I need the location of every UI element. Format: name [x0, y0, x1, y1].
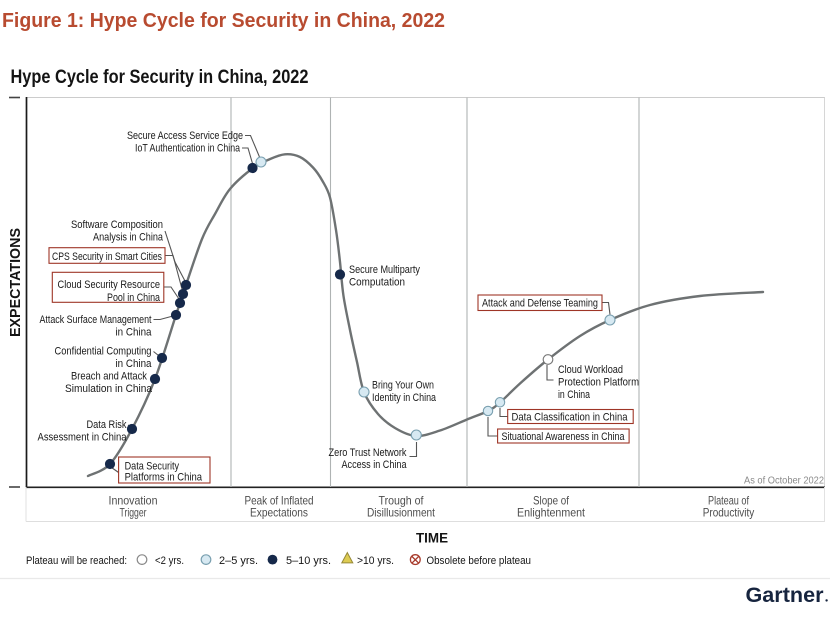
svg-text:Data Classification in China: Data Classification in China [512, 412, 628, 424]
svg-text:TIME: TIME [416, 531, 448, 546]
svg-text:Zero Trust Network: Zero Trust Network [329, 447, 408, 459]
svg-text:in China: in China [558, 389, 590, 401]
svg-text:Secure Multiparty: Secure Multiparty [349, 264, 421, 276]
svg-text:<2 yrs.: <2 yrs. [155, 555, 184, 567]
svg-text:Pool in China: Pool in China [107, 292, 160, 304]
svg-text:Data Security: Data Security [125, 461, 180, 473]
svg-text:in China: in China [116, 327, 152, 339]
svg-text:Bring Your Own: Bring Your Own [372, 380, 434, 392]
svg-text:Assessment in China: Assessment in China [38, 432, 127, 444]
svg-text:Slope of: Slope of [533, 494, 570, 508]
svg-text:Identity in China: Identity in China [372, 392, 436, 404]
svg-text:Enlightenment: Enlightenment [517, 506, 586, 520]
svg-text:Secure Access Service Edge: Secure Access Service Edge [127, 130, 243, 142]
svg-text:EXPECTATIONS: EXPECTATIONS [7, 228, 24, 337]
svg-text:Protection Platform: Protection Platform [558, 377, 639, 389]
svg-text:5–10 yrs.: 5–10 yrs. [286, 555, 331, 567]
svg-text:>10 yrs.: >10 yrs. [357, 555, 394, 567]
svg-text:Data Risk: Data Risk [87, 419, 128, 431]
svg-text:Cloud Workload: Cloud Workload [558, 364, 623, 376]
svg-text:Attack Surface Management: Attack Surface Management [40, 314, 152, 326]
svg-text:Figure 1: Hype Cycle for Secur: Figure 1: Hype Cycle for Security in Chi… [2, 10, 445, 32]
svg-text:Attack and Defense Teaming: Attack and Defense Teaming [482, 298, 598, 310]
svg-text:Simulation in China: Simulation in China [65, 383, 152, 395]
svg-text:Expectations: Expectations [250, 506, 308, 520]
svg-text:IoT Authentication in China: IoT Authentication in China [135, 143, 240, 155]
svg-text:CPS Security in Smart Cities: CPS Security in Smart Cities [52, 251, 162, 263]
svg-text:Confidential Computing: Confidential Computing [55, 346, 152, 358]
svg-text:Plateau of: Plateau of [708, 494, 750, 508]
svg-text:Cloud Security Resource: Cloud Security Resource [58, 279, 161, 291]
svg-text:Trough of: Trough of [379, 494, 425, 508]
svg-text:in China: in China [116, 358, 152, 370]
svg-text:Situational Awareness in China: Situational Awareness in China [502, 431, 625, 443]
svg-text:Computation: Computation [349, 277, 405, 289]
svg-text:Obsolete before plateau: Obsolete before plateau [427, 555, 532, 567]
svg-text:Analysis in China: Analysis in China [93, 232, 163, 244]
svg-text:Access in China: Access in China [342, 459, 407, 471]
svg-text:2–5 yrs.: 2–5 yrs. [219, 555, 258, 567]
svg-text:Plateau will be reached:: Plateau will be reached: [26, 555, 127, 567]
svg-text:Innovation: Innovation [109, 494, 158, 508]
svg-text:Gartner: Gartner [746, 584, 824, 607]
svg-text:Hype Cycle for Security in Chi: Hype Cycle for Security in China, 2022 [11, 67, 309, 88]
svg-text:Productivity: Productivity [703, 506, 755, 520]
svg-text:Peak of Inflated: Peak of Inflated [245, 494, 314, 508]
svg-text:Platforms in China: Platforms in China [125, 472, 203, 484]
svg-text:Trigger: Trigger [120, 506, 147, 520]
svg-text:Breach and Attack: Breach and Attack [71, 371, 148, 383]
svg-text:Disillusionment: Disillusionment [367, 506, 436, 520]
svg-text:Software Composition: Software Composition [71, 219, 163, 231]
svg-text:As of October 2022: As of October 2022 [744, 475, 824, 487]
